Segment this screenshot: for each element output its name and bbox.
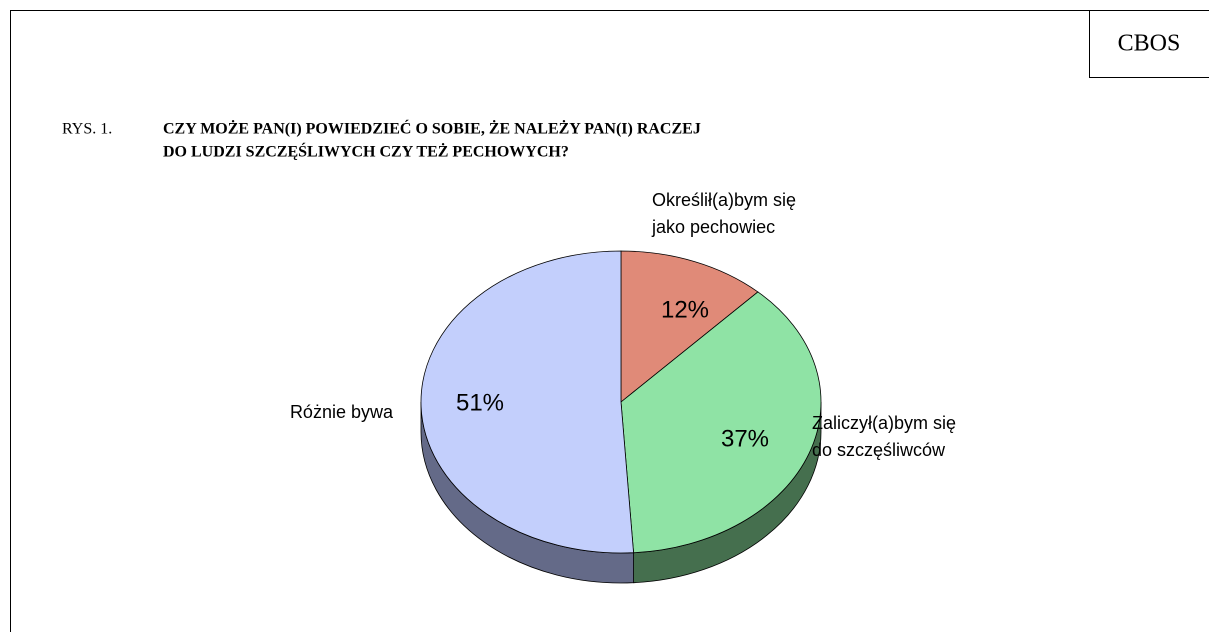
pie-slice: [620, 291, 822, 554]
category-label: Zaliczył(a)bym się: [812, 413, 956, 433]
pie-slice: [420, 250, 634, 554]
value-label: 51%: [456, 389, 504, 416]
value-label: 12%: [661, 296, 709, 323]
chart-title: CZY MOŻE PAN(I) POWIEDZIEĆ O SOBIE, ŻE N…: [163, 119, 701, 138]
category-label: Określił(a)bym się: [652, 190, 796, 210]
figure-label: RYS. 1.: [62, 121, 112, 138]
source: CBOS: [1118, 31, 1181, 57]
pie-slice: [620, 250, 759, 403]
category-label: jako pechowiec: [651, 217, 775, 237]
value-label: 37%: [721, 425, 769, 452]
category-label: do szczęśliwców: [812, 440, 946, 460]
frame: [10, 10, 1209, 632]
chart-title: DO LUDZI SZCZĘŚLIWYCH CZY TEŻ PECHOWYCH?: [163, 142, 569, 161]
source-box: [1089, 10, 1209, 78]
category-label: Różnie bywa: [290, 402, 394, 422]
